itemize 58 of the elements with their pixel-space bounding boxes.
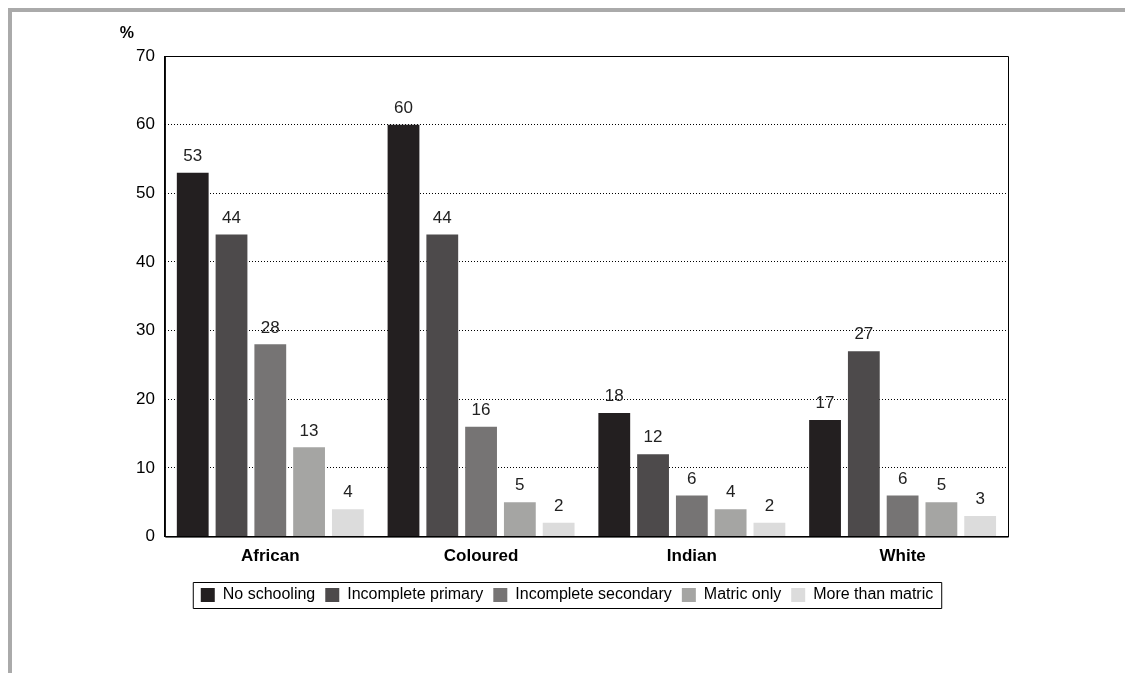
bar <box>331 509 364 537</box>
bar <box>293 447 325 537</box>
bar <box>637 454 669 537</box>
data-label: 4 <box>725 482 736 502</box>
bar <box>847 351 880 537</box>
data-label: 2 <box>553 496 564 516</box>
bar <box>675 495 708 537</box>
bar <box>753 522 786 537</box>
data-label: 60 <box>394 97 413 117</box>
data-label: 44 <box>432 207 452 227</box>
bar <box>254 344 287 537</box>
y-tick-label: 50 <box>135 183 155 202</box>
data-label: 28 <box>260 317 280 337</box>
bar <box>809 419 841 537</box>
x-tick-label: Indian <box>666 546 717 566</box>
data-label: 53 <box>183 145 203 165</box>
data-label: 27 <box>854 324 874 344</box>
legend-label: Incomplete secondary <box>515 585 672 603</box>
y-tick-label: 0 <box>145 526 155 546</box>
data-label: 18 <box>604 386 624 406</box>
data-label: 4 <box>343 482 353 502</box>
data-label: 44 <box>222 207 241 227</box>
bar <box>925 502 958 537</box>
data-label: 12 <box>643 427 663 447</box>
legend-label: Incomplete primary <box>347 585 484 603</box>
data-label: 13 <box>299 420 319 440</box>
bar <box>465 426 497 537</box>
bar <box>542 522 575 537</box>
data-label: 3 <box>975 489 985 509</box>
y-tick-label: 60 <box>135 114 155 134</box>
data-label: 6 <box>897 468 908 488</box>
bar <box>503 502 536 537</box>
y-tick-label: 30 <box>135 320 155 340</box>
bar <box>964 516 997 537</box>
data-label: 2 <box>764 496 775 516</box>
bar <box>387 124 420 537</box>
bar <box>176 172 209 537</box>
y-tick-label: 10 <box>135 457 155 477</box>
bar <box>714 509 747 537</box>
data-label: 17 <box>815 393 835 413</box>
x-tick-label: Coloured <box>443 546 519 566</box>
bar <box>598 413 631 537</box>
bar <box>426 234 459 537</box>
legend-label: More than matric <box>813 585 934 603</box>
data-label: 6 <box>687 468 697 488</box>
bar <box>886 495 919 537</box>
x-tick-label: White <box>879 546 926 566</box>
y-tick-label: 70 <box>135 45 155 65</box>
y-tick-label: 20 <box>135 388 155 408</box>
data-label: 5 <box>515 475 525 495</box>
y-axis-title: % <box>119 24 135 42</box>
bar <box>215 234 248 537</box>
data-label: 5 <box>936 475 947 495</box>
legend-label: No schooling <box>222 585 316 603</box>
y-tick-label: 40 <box>135 251 155 271</box>
x-tick-label: African <box>241 546 300 566</box>
legend-label: Matric only <box>703 585 782 603</box>
data-label: 16 <box>471 399 491 419</box>
